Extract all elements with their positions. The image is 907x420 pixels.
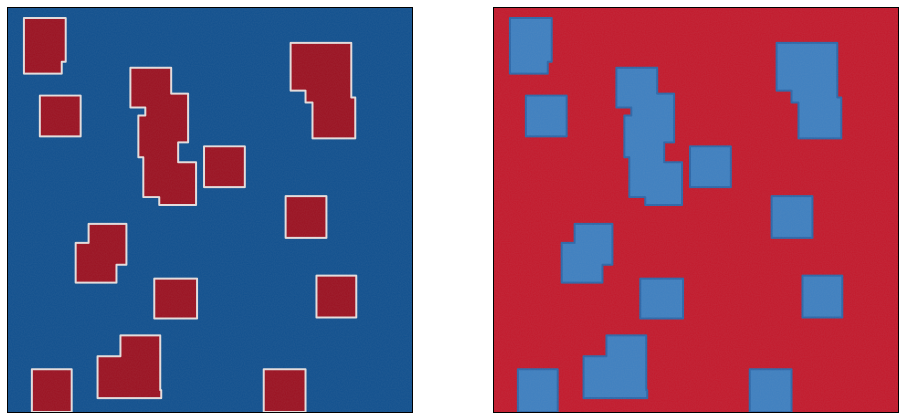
right-noise-overlay [494, 8, 898, 412]
left-noise-overlay [8, 8, 412, 412]
left-texture-image [8, 8, 412, 412]
left-image-panel [7, 7, 413, 413]
right-texture-image [494, 8, 898, 412]
right-image-panel [493, 7, 899, 413]
